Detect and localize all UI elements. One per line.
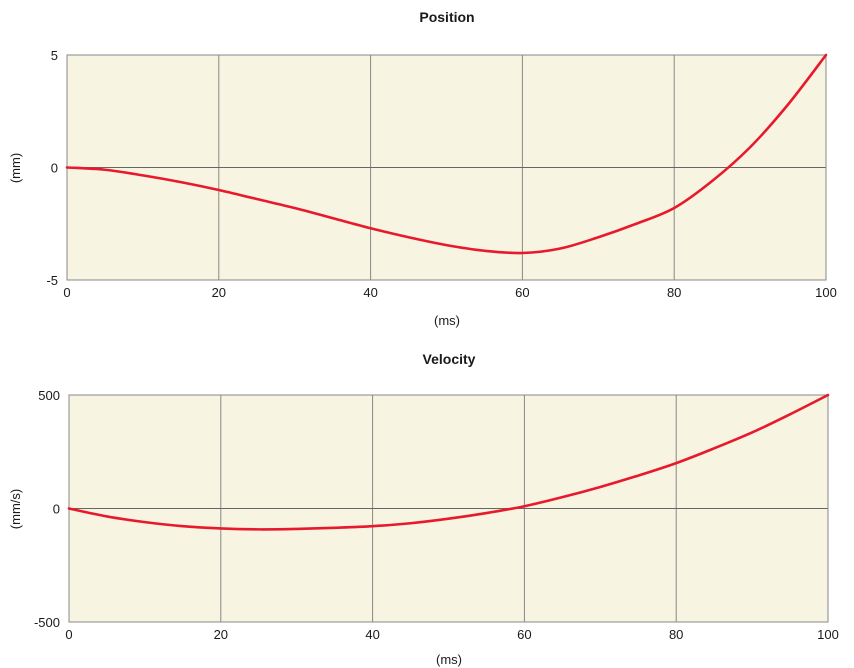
position-x-tick-label: 40 bbox=[363, 285, 377, 300]
position-x-tick-label: 100 bbox=[815, 285, 837, 300]
position-x-tick-label: 20 bbox=[212, 285, 226, 300]
velocity-x-tick-label: 20 bbox=[214, 627, 228, 642]
velocity-chart-title: Velocity bbox=[423, 351, 476, 367]
velocity-series-line bbox=[67, 393, 830, 531]
position-x-axis-label: (ms) bbox=[434, 313, 460, 328]
velocity-y-axis-label: (mm/s) bbox=[8, 489, 23, 529]
velocity-x-tick-label: 80 bbox=[669, 627, 683, 642]
position-y-axis-label: (mm) bbox=[8, 153, 23, 183]
position-y-tick-label: 5 bbox=[51, 48, 58, 63]
position-x-tick-label: 0 bbox=[63, 285, 70, 300]
position-chart-title: Position bbox=[419, 9, 474, 25]
velocity-x-tick-label: 100 bbox=[817, 627, 839, 642]
position-y-tick-label: -5 bbox=[46, 273, 58, 288]
velocity-chart: 0 20 40 60 80 100 -500 0 500 Velocity (mm/s) (ms) bbox=[8, 351, 839, 667]
velocity-x-axis-label: (ms) bbox=[436, 652, 462, 667]
position-series-line bbox=[65, 53, 828, 255]
velocity-x-tick-label: 60 bbox=[517, 627, 531, 642]
position-x-tick-label: 60 bbox=[515, 285, 529, 300]
position-x-tick-label: 80 bbox=[667, 285, 681, 300]
velocity-x-tick-label: 0 bbox=[65, 627, 72, 642]
velocity-y-tick-label: -500 bbox=[34, 615, 60, 630]
velocity-x-tick-label: 40 bbox=[365, 627, 379, 642]
position-chart: 0 20 40 60 80 100 -5 0 5 Position (mm) (ms) bbox=[8, 9, 837, 328]
velocity-y-tick-label: 500 bbox=[38, 388, 60, 403]
position-y-tick-label: 0 bbox=[51, 161, 58, 176]
velocity-y-tick-label: 0 bbox=[53, 502, 60, 517]
